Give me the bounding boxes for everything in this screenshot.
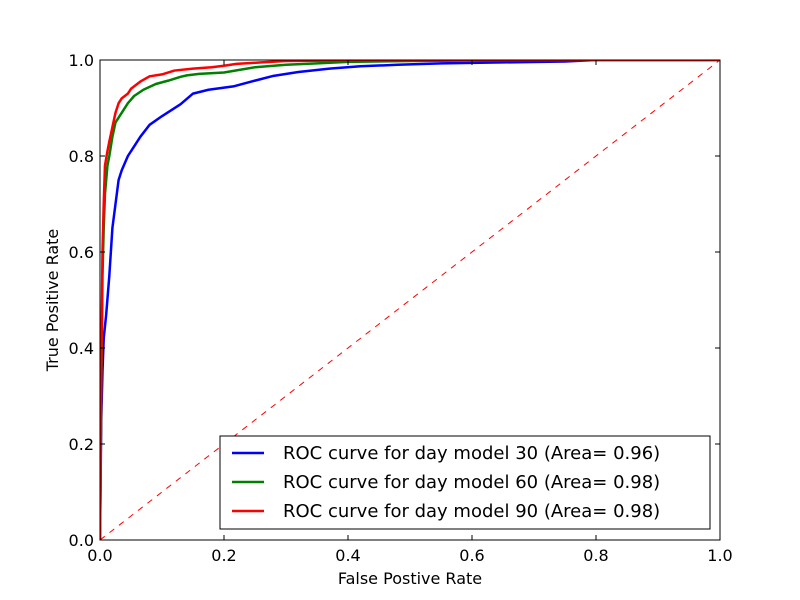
legend-box <box>219 435 711 530</box>
y-tick-label: 1.0 <box>69 51 94 70</box>
axes-frame <box>99 59 721 541</box>
axis-ticks: 0.0 0.2 0.4 0.6 0.8 1.0 0.0 0.2 0.4 0.6 0.8 1.0 <box>69 51 733 565</box>
y-axis-title: True Positive Rate <box>43 229 62 373</box>
y-tick-label: 0.8 <box>69 147 94 166</box>
x-tick-label: 0.8 <box>583 546 608 565</box>
legend: ROC curve for day model 30 (Area= 0.96) R… <box>219 435 711 530</box>
legend-label-2: ROC curve for day model 90 (Area= 0.98) <box>283 501 660 522</box>
legend-label-0: ROC curve for day model 30 (Area= 0.96) <box>283 443 660 464</box>
x-axis-title: False Postive Rate <box>338 569 482 588</box>
plot-area <box>100 60 720 540</box>
y-tick-label: 0.2 <box>69 435 94 454</box>
y-tick-label: 0.4 <box>69 339 94 358</box>
series-line-0 <box>100 60 720 540</box>
x-tick-label: 0.6 <box>459 546 484 565</box>
series-line-2 <box>100 60 720 540</box>
x-tick-label: 1.0 <box>707 546 732 565</box>
y-tick-label: 0.6 <box>69 243 94 262</box>
x-tick-label: 0.2 <box>211 546 236 565</box>
y-tick-label: 0.0 <box>69 531 94 550</box>
x-tick-label: 0.4 <box>335 546 360 565</box>
legend-label-1: ROC curve for day model 60 (Area= 0.98) <box>283 472 660 493</box>
x-tick-label: 0.0 <box>87 546 112 565</box>
chance-diagonal-line <box>100 60 720 540</box>
